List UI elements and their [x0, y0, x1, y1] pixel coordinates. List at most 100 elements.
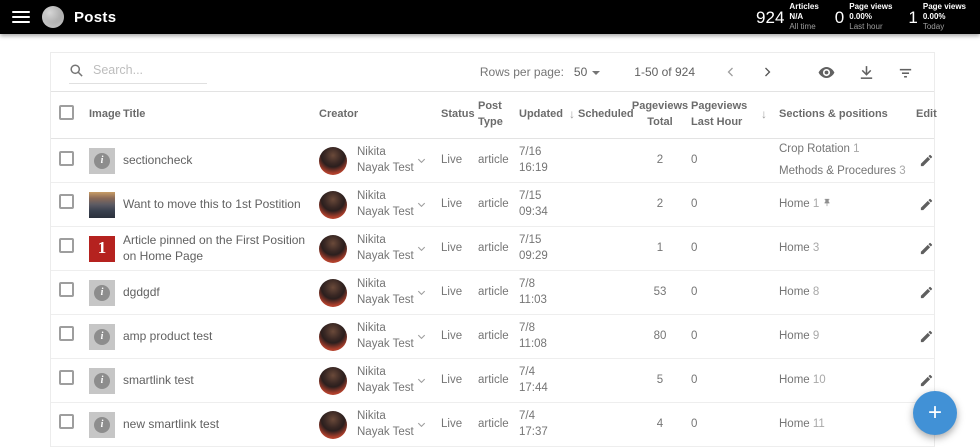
search-field[interactable] — [69, 61, 207, 84]
updated-timestamp: 7/15 09:29 — [519, 233, 548, 262]
updated-timestamp: 7/4 17:44 — [519, 365, 548, 394]
post-type-label: article — [478, 329, 509, 342]
hamburger-menu-icon[interactable] — [12, 11, 30, 23]
add-post-fab[interactable]: + — [913, 391, 957, 435]
creator-expand-button[interactable] — [416, 375, 427, 386]
creator-name: Nikita Nayak Test — [357, 365, 414, 394]
row-checkbox[interactable] — [59, 326, 74, 342]
rows-per-page-select[interactable]: 50 — [574, 65, 601, 79]
creator-avatar — [319, 410, 347, 439]
post-type-label: article — [478, 285, 509, 298]
post-title-link[interactable]: sectioncheck — [123, 153, 193, 168]
top-app-bar: Posts 924 Articles N/A All time 0 Page v… — [0, 0, 980, 34]
chevron-right-icon — [765, 67, 771, 77]
sections-positions: Home 9 — [779, 326, 916, 348]
creator-avatar — [319, 278, 347, 307]
pageviews-hour-value: 0 — [691, 285, 698, 298]
column-header-pageviews-last-hour[interactable]: Pageviews Last Hour ↓ — [691, 100, 767, 128]
row-checkbox[interactable] — [59, 370, 74, 386]
status-label: Live — [441, 241, 463, 254]
row-checkbox[interactable] — [59, 414, 74, 430]
page-title: Posts — [74, 8, 117, 26]
table-row: Want to move this to 1st Postition Nikit… — [51, 183, 934, 227]
post-title-link[interactable]: Article pinned on the First Position on … — [123, 232, 306, 263]
edit-pencil-icon — [920, 330, 933, 343]
edit-button[interactable] — [919, 153, 934, 168]
column-header-post-type: Post Type — [478, 100, 503, 128]
stat-pageviews-last-hour: 0 Page views 0.00% Last hour — [834, 2, 893, 31]
pageviews-total-value: 4 — [656, 417, 664, 430]
creator-expand-button[interactable] — [416, 419, 427, 430]
status-label: Live — [441, 329, 463, 342]
status-label: Live — [441, 154, 463, 167]
select-all-checkbox[interactable] — [59, 104, 74, 120]
chevron-down-icon — [417, 378, 426, 384]
post-title-link[interactable]: Want to move this to 1st Postition — [123, 196, 301, 211]
previous-page-button[interactable] — [721, 62, 741, 82]
info-icon: i — [94, 416, 110, 433]
column-header-sections: Sections & positions — [779, 108, 888, 121]
creator-expand-button[interactable] — [416, 155, 427, 166]
post-title-link[interactable]: new smartlink test — [123, 416, 220, 431]
post-thumbnail[interactable]: i — [89, 411, 115, 438]
row-checkbox[interactable] — [59, 238, 74, 254]
column-header-edit: Edit — [916, 108, 937, 121]
creator-expand-button[interactable] — [416, 287, 427, 298]
chevron-down-icon — [592, 70, 601, 75]
post-thumbnail[interactable]: i — [89, 147, 115, 174]
eye-icon — [818, 66, 835, 78]
edit-button[interactable] — [919, 241, 934, 256]
column-header-status: Status — [441, 108, 475, 121]
chevron-down-icon — [417, 159, 426, 164]
download-button[interactable] — [854, 60, 879, 85]
sections-positions: Home 8 — [779, 282, 916, 304]
edit-button[interactable] — [919, 373, 934, 388]
creator-name: Nikita Nayak Test — [357, 321, 414, 350]
post-type-label: article — [478, 154, 509, 167]
creator-expand-button[interactable] — [416, 199, 427, 210]
table-body: i sectioncheck Nikita Nayak Test Live ar… — [51, 139, 934, 447]
row-checkbox[interactable] — [59, 150, 74, 166]
updated-timestamp: 7/15 09:34 — [519, 189, 548, 218]
post-thumbnail[interactable]: 1 — [89, 235, 115, 262]
search-icon — [70, 63, 83, 77]
sections-positions: Home 10 — [779, 370, 916, 392]
row-checkbox[interactable] — [59, 282, 74, 298]
post-title-link[interactable]: dgdgdf — [123, 284, 160, 299]
filter-button[interactable] — [893, 60, 918, 85]
column-header-pageviews-total: Pageviews Total — [631, 100, 689, 128]
column-header-updated[interactable]: Updated ↓ — [519, 106, 578, 123]
pageviews-hour-value: 0 — [691, 241, 698, 254]
post-title-link[interactable]: amp product test — [123, 328, 213, 343]
post-thumbnail[interactable]: i — [89, 323, 115, 350]
creator-avatar — [319, 190, 347, 219]
creator-name: Nikita Nayak Test — [357, 277, 414, 306]
preview-columns-button[interactable] — [813, 59, 840, 86]
posts-table-card: Rows per page: 50 1-50 of 924 — [50, 52, 937, 447]
edit-button[interactable] — [919, 197, 934, 212]
column-header-title: Title — [123, 108, 146, 121]
post-thumbnail[interactable] — [89, 191, 115, 218]
sort-descending-icon: ↓ — [569, 107, 575, 122]
post-title-link[interactable]: smartlink test — [123, 372, 194, 387]
edit-button[interactable] — [919, 285, 934, 300]
row-checkbox[interactable] — [59, 194, 74, 210]
chevron-down-icon — [417, 422, 426, 428]
sort-descending-icon: ↓ — [761, 107, 767, 122]
app-logo — [42, 6, 64, 28]
creator-avatar — [319, 234, 347, 263]
creator-name: Nikita Nayak Test — [357, 233, 414, 262]
post-thumbnail[interactable]: i — [89, 279, 115, 306]
info-icon: i — [94, 372, 110, 389]
edit-button[interactable] — [919, 329, 934, 344]
post-thumbnail[interactable]: i — [89, 367, 115, 394]
status-label: Live — [441, 197, 463, 210]
creator-expand-button[interactable] — [416, 243, 427, 254]
creator-expand-button[interactable] — [416, 331, 427, 342]
search-input[interactable] — [93, 63, 197, 77]
table-row: i smartlink test Nikita Nayak Test Live … — [51, 359, 934, 403]
next-page-button[interactable] — [757, 62, 777, 82]
edit-pencil-icon — [920, 155, 933, 167]
sections-positions: Home 3 — [779, 238, 916, 260]
post-type-label: article — [478, 197, 509, 210]
